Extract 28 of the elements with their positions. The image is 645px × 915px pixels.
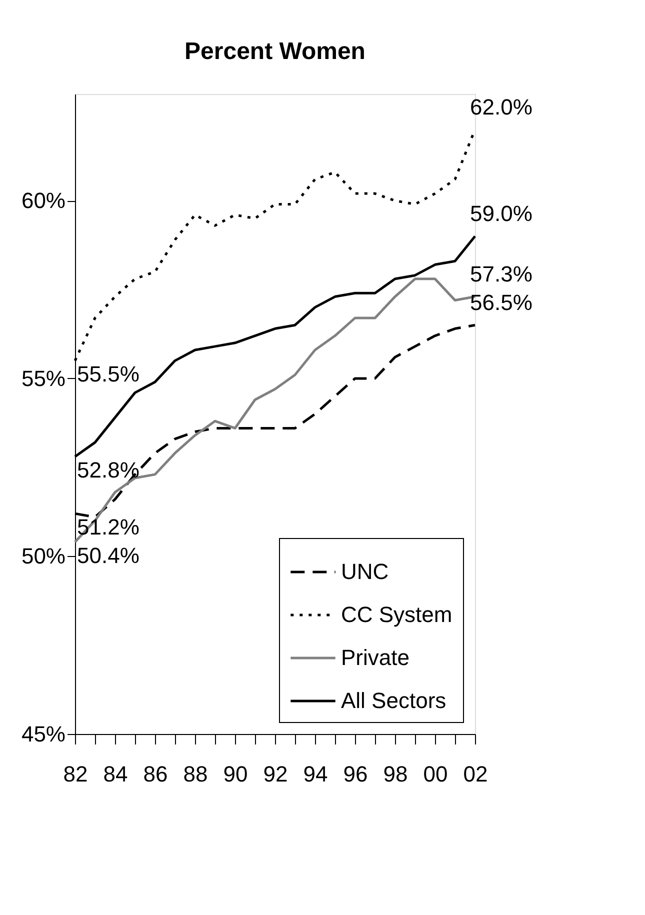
data-label: 52.8%	[77, 458, 140, 483]
data-label: 59.0%	[470, 201, 532, 226]
legend-label: CC System	[341, 602, 452, 627]
x-tick-label: 92	[263, 762, 288, 786]
x-tick-label: 02	[463, 762, 488, 786]
data-label: 57.3%	[470, 262, 532, 287]
data-label: 56.5%	[470, 290, 532, 316]
chart-title: Percent Women	[184, 38, 366, 65]
y-tick-label: 45%	[21, 722, 66, 746]
legend-label: Private	[341, 645, 410, 670]
x-tick-label: 00	[423, 762, 448, 786]
data-label: 50.4%	[77, 543, 140, 568]
legend-label: UNC	[341, 559, 389, 584]
x-tick-label: 86	[143, 762, 168, 786]
legend-label: All Sectors	[341, 688, 446, 713]
data-label: 51.2%	[77, 514, 140, 540]
data-label: 55.5%	[77, 362, 140, 387]
x-tick-label: 82	[63, 762, 88, 786]
x-tick-label: 84	[103, 762, 128, 786]
data-label: 62.0%	[470, 94, 532, 120]
y-tick-label: 60%	[21, 188, 66, 214]
x-tick-label: 98	[383, 762, 408, 786]
y-tick-label: 55%	[21, 366, 66, 391]
x-tick-label: 94	[303, 762, 328, 786]
y-tick-label: 50%	[21, 544, 66, 569]
x-tick-label: 90	[223, 762, 248, 786]
x-tick-label: 96	[343, 762, 368, 786]
x-tick-label: 88	[183, 762, 208, 786]
